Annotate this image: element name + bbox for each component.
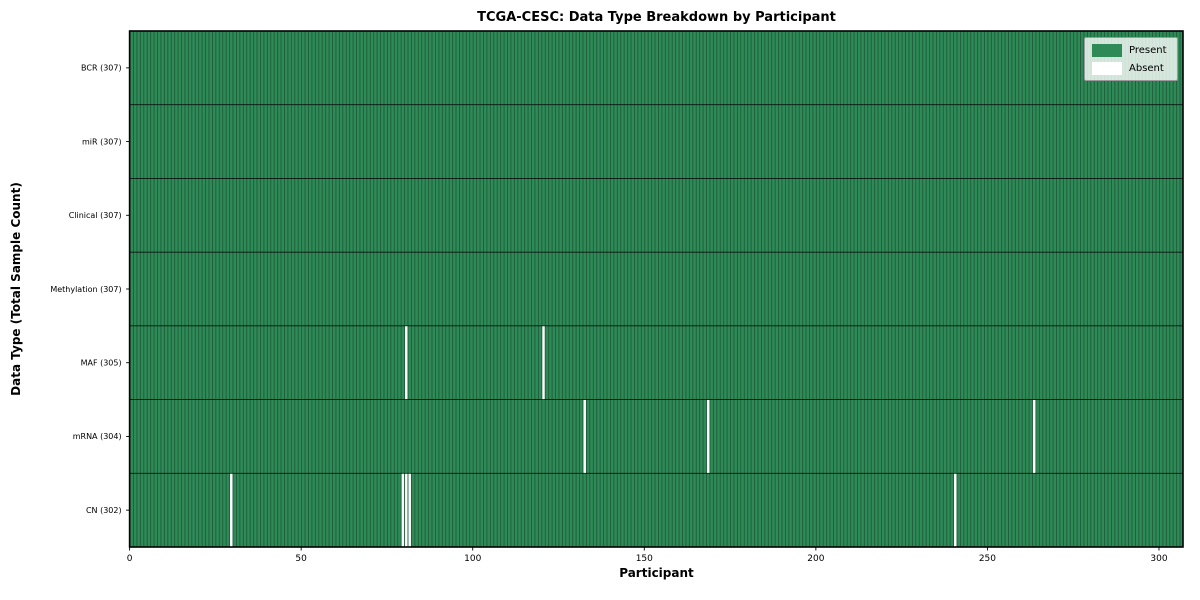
chart-title: TCGA-CESC: Data Type Breakdown by Partic… (477, 10, 836, 25)
x-tick-label: 50 (295, 554, 307, 564)
x-tick-label: 200 (807, 554, 824, 564)
y-tick-label: CN (302) (86, 506, 122, 515)
y-tick-label: MAF (305) (81, 359, 122, 368)
legend-swatch-present (1092, 44, 1122, 57)
y-axis-label: Data Type (Total Sample Count) (9, 182, 23, 396)
cell-edges (129, 31, 1184, 547)
x-tick-label: 150 (636, 554, 653, 564)
x-axis-label: Participant (619, 566, 694, 580)
legend-swatch-absent (1092, 62, 1122, 75)
x-tick-label: 100 (464, 554, 481, 564)
y-axis: BCR (307) miR (307) Clinical (307) Methylat… (50, 64, 130, 515)
y-tick-label: Methylation (307) (50, 285, 121, 294)
y-tick-label: miR (307) (82, 137, 122, 146)
x-tick-label: 0 (127, 554, 133, 564)
x-tick-label: 250 (979, 554, 996, 564)
y-tick-label: BCR (307) (81, 64, 122, 73)
legend-item-absent: Absent (1092, 62, 1170, 75)
x-axis: 0 50 100 150 200 250 300 (127, 547, 1168, 564)
y-tick-label: mRNA (304) (73, 432, 122, 441)
legend-label: Present (1129, 45, 1167, 56)
legend-item-present: Present (1092, 44, 1170, 57)
legend: Present Absent (1084, 37, 1178, 81)
y-tick-label: Clinical (307) (69, 211, 122, 220)
legend-label: Absent (1129, 63, 1164, 74)
x-tick-label: 300 (1150, 554, 1167, 564)
